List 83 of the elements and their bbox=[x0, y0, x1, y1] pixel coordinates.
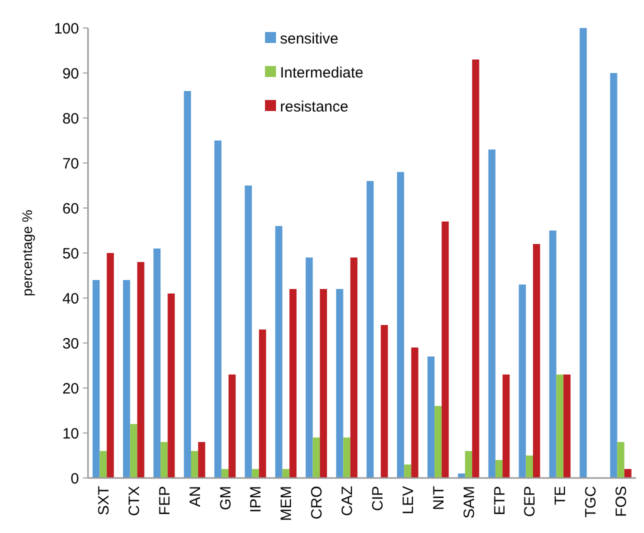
bar bbox=[289, 289, 297, 478]
bar bbox=[411, 348, 418, 478]
y-tick-label: 40 bbox=[62, 290, 79, 308]
bar bbox=[434, 406, 442, 478]
bar bbox=[306, 258, 313, 478]
bar bbox=[563, 374, 571, 478]
bar bbox=[580, 28, 587, 478]
y-tick-label: 20 bbox=[62, 380, 79, 398]
bar bbox=[610, 73, 618, 478]
legend-label: Intermediate bbox=[280, 64, 364, 82]
x-tick-label: GM bbox=[217, 486, 234, 510]
bar bbox=[380, 325, 388, 478]
legend-label: resistance bbox=[280, 98, 348, 116]
bar bbox=[130, 424, 138, 478]
bar bbox=[160, 442, 168, 478]
bar bbox=[343, 438, 350, 478]
bar bbox=[100, 451, 107, 478]
bar bbox=[472, 60, 480, 478]
bar bbox=[350, 258, 358, 478]
y-tick-label: 10 bbox=[62, 425, 79, 442]
bar bbox=[488, 150, 496, 478]
bar bbox=[320, 289, 327, 478]
bar bbox=[252, 469, 259, 478]
bar bbox=[184, 91, 192, 478]
bar bbox=[465, 451, 472, 478]
y-axis-title: percentage % bbox=[19, 210, 35, 296]
bar bbox=[495, 460, 503, 478]
x-tick-label: SAM bbox=[460, 486, 478, 519]
bar bbox=[258, 330, 266, 478]
bar bbox=[404, 464, 412, 478]
bar bbox=[617, 442, 624, 478]
bar bbox=[336, 289, 344, 478]
y-tick-label: 0 bbox=[70, 470, 79, 488]
bar bbox=[137, 262, 144, 478]
bar bbox=[228, 374, 236, 478]
x-tick-label: ETP bbox=[491, 486, 508, 516]
x-tick-label: FOS bbox=[613, 486, 630, 517]
bar bbox=[427, 356, 435, 478]
bar bbox=[556, 374, 564, 478]
bar bbox=[312, 438, 320, 478]
bar bbox=[221, 469, 229, 478]
x-tick-label: FEP bbox=[156, 486, 174, 516]
x-tick-label: TE bbox=[552, 486, 570, 506]
x-tick-label: CAZ bbox=[339, 486, 356, 516]
x-tick-label: CRO bbox=[308, 486, 326, 520]
y-tick-label: 50 bbox=[62, 245, 79, 262]
bar bbox=[92, 280, 100, 478]
bar bbox=[153, 248, 161, 478]
bar bbox=[518, 284, 526, 478]
y-tick-label: 80 bbox=[62, 110, 79, 128]
y-tick-label: 70 bbox=[62, 155, 79, 172]
y-tick-label: 90 bbox=[62, 65, 79, 82]
bar bbox=[282, 469, 290, 478]
x-tick-label: MEM bbox=[278, 486, 296, 521]
y-tick-label: 30 bbox=[62, 335, 79, 352]
bar bbox=[532, 244, 540, 478]
x-tick-label: IPM bbox=[248, 486, 265, 513]
y-tick-label: 100 bbox=[54, 20, 79, 38]
bar bbox=[397, 172, 404, 478]
x-tick-label: NIT bbox=[430, 486, 448, 510]
x-tick-label: SXT bbox=[95, 486, 112, 516]
bar bbox=[214, 140, 222, 478]
bar bbox=[549, 230, 556, 478]
bar bbox=[442, 222, 449, 478]
x-tick-label: TGC bbox=[582, 486, 600, 518]
bar bbox=[198, 442, 206, 478]
x-tick-label: CIP bbox=[369, 486, 386, 512]
bar bbox=[366, 181, 374, 478]
bar bbox=[168, 294, 175, 478]
x-tick-label: AN bbox=[186, 486, 204, 507]
x-tick-label: CEP bbox=[522, 486, 539, 517]
y-tick-label: 60 bbox=[62, 200, 79, 218]
bar bbox=[624, 469, 632, 478]
bar bbox=[106, 253, 114, 478]
bar bbox=[526, 456, 533, 478]
bar bbox=[502, 374, 510, 478]
bar bbox=[244, 186, 252, 478]
bar bbox=[275, 226, 282, 478]
x-tick-label: CTX bbox=[126, 486, 143, 516]
legend-label: sensitive bbox=[280, 30, 338, 48]
bar bbox=[191, 451, 198, 478]
x-tick-label: LEV bbox=[400, 486, 417, 514]
bar bbox=[123, 280, 130, 478]
